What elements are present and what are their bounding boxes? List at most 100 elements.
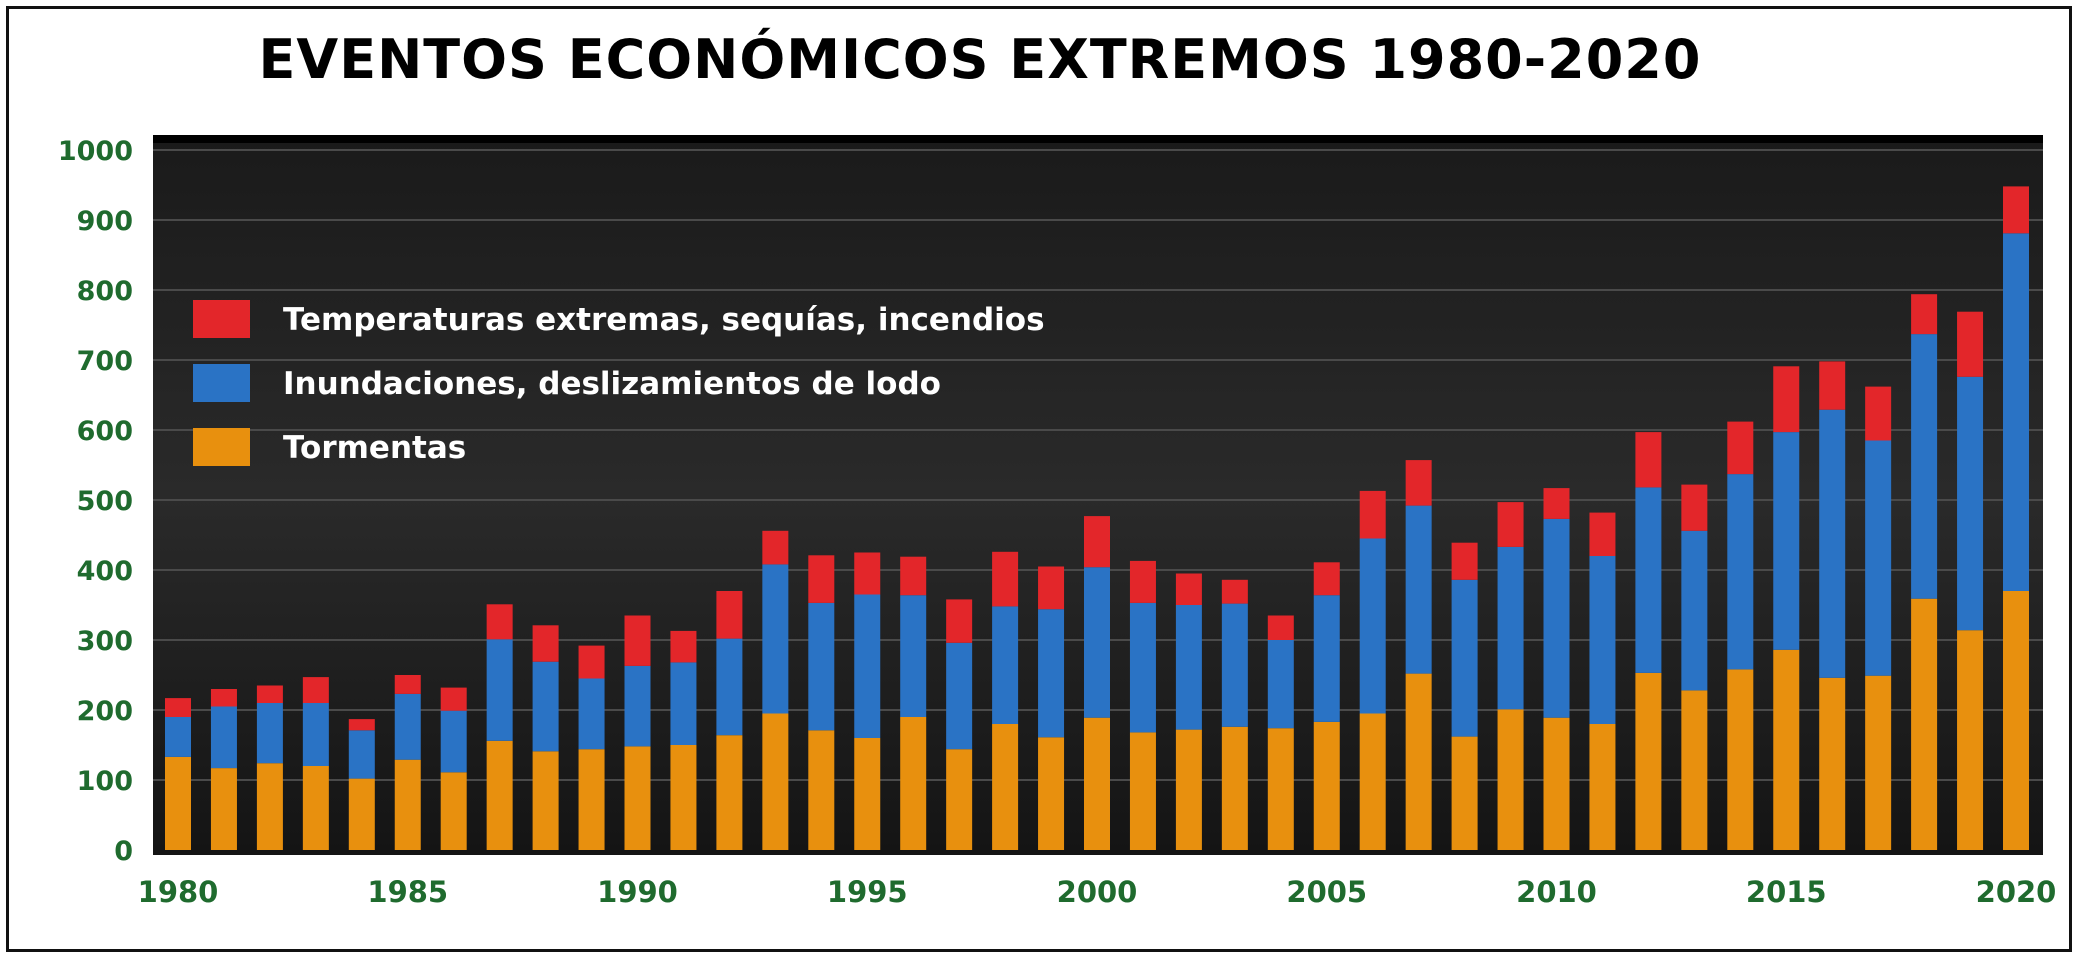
bar-segment <box>210 706 237 769</box>
bar-segment <box>1957 630 1984 850</box>
bar-segment <box>900 717 927 850</box>
y-tick-label: 0 <box>114 836 133 867</box>
bar-segment <box>1405 673 1432 850</box>
bar-segment <box>1773 649 1800 850</box>
bar-segment <box>992 551 1019 607</box>
bar-segment <box>302 703 329 766</box>
bar-segment <box>808 730 835 850</box>
bar-segment <box>1497 546 1524 710</box>
bar-segment <box>165 717 191 757</box>
bar-segment <box>348 778 375 850</box>
bar-segment <box>1451 579 1478 737</box>
bar-segment <box>716 638 743 736</box>
bar-segment <box>1129 732 1156 850</box>
bar-segment <box>1451 542 1478 580</box>
legend-label: Tormentas <box>283 430 466 466</box>
legend-swatch <box>193 300 250 338</box>
bar-segment <box>1175 729 1202 850</box>
bar-segment <box>900 556 927 596</box>
bar-segment <box>1543 518 1570 718</box>
bar-segment <box>1911 294 1938 335</box>
bar-segment <box>2003 186 2029 234</box>
bar-segment <box>1221 726 1248 850</box>
bar-segment <box>1635 672 1662 850</box>
bar-segment <box>992 606 1019 724</box>
bar-segment <box>2003 591 2029 850</box>
x-tick-label: 1980 <box>138 875 219 909</box>
bar-segment <box>1359 490 1386 539</box>
bar-segment <box>1267 640 1294 729</box>
bar-segment <box>624 746 651 850</box>
bar-segment <box>624 615 651 666</box>
bar-segment <box>1957 376 1984 631</box>
bar-segment <box>1038 609 1065 738</box>
bar-segment <box>1773 432 1800 650</box>
bar-segment <box>1865 675 1892 850</box>
bar-segment <box>440 710 467 773</box>
bar-segment <box>256 763 283 850</box>
bar-segment <box>302 766 329 850</box>
bar-segment <box>1084 717 1110 850</box>
bar-segment <box>946 749 973 850</box>
bar-segment <box>1589 512 1616 556</box>
bar-segment <box>854 552 881 595</box>
bar-segment <box>1038 566 1065 610</box>
bar-segment <box>716 591 743 639</box>
bar-segment <box>1497 709 1524 850</box>
bar-segment <box>1129 560 1156 603</box>
bar-segment <box>532 751 559 850</box>
bar-segment <box>1727 474 1754 670</box>
bar-segment <box>1727 669 1754 850</box>
bar-segment <box>1313 721 1340 850</box>
y-tick-label: 500 <box>77 486 133 517</box>
bar-segment <box>2003 233 2029 592</box>
bar-segment <box>1911 598 1938 850</box>
bar-segment <box>992 724 1019 850</box>
y-tick-label: 200 <box>77 696 133 727</box>
bar-segment <box>1084 516 1110 568</box>
legend-label: Temperaturas extremas, sequías, incendio… <box>283 302 1045 338</box>
bar-segment <box>670 630 697 663</box>
bar-segment <box>532 661 559 752</box>
bar-segment <box>1038 737 1065 850</box>
x-tick-label: 2020 <box>1976 875 2057 909</box>
bar-segment <box>1359 538 1386 714</box>
bar-segment <box>1681 690 1708 850</box>
bar-segment <box>1957 311 1984 377</box>
y-tick-label: 100 <box>77 766 133 797</box>
bar-segment <box>578 645 605 679</box>
legend-swatch <box>193 428 250 466</box>
bar-segment <box>1865 440 1892 676</box>
x-tick-label: 2015 <box>1746 875 1827 909</box>
bar-segment <box>1543 488 1570 519</box>
bar-segment <box>854 594 881 738</box>
plot-top-edge <box>153 135 2043 143</box>
bar-segment <box>440 772 467 850</box>
bar-segment <box>946 599 973 643</box>
bar-segment <box>670 662 697 745</box>
bar-segment <box>1313 595 1340 722</box>
bar-segment <box>210 768 237 850</box>
bar-segment <box>1175 605 1202 730</box>
legend-swatch <box>193 364 250 402</box>
legend: Temperaturas extremas, sequías, incendio… <box>193 300 1045 466</box>
y-tick-label: 800 <box>77 276 133 307</box>
bar-segment <box>165 698 191 717</box>
x-tick-label: 2005 <box>1286 875 1367 909</box>
y-tick-label: 600 <box>77 416 133 447</box>
bar-segment <box>670 745 697 850</box>
bar-segment <box>1635 487 1662 673</box>
bar-segment <box>624 665 651 747</box>
bar-segment <box>1451 736 1478 850</box>
bar-segment <box>578 749 605 850</box>
bar-segment <box>256 685 283 703</box>
bar-segment <box>394 759 421 850</box>
x-tick-label: 2000 <box>1057 875 1138 909</box>
bar-segment <box>532 625 559 662</box>
bar-segment <box>394 693 421 760</box>
bar-segment <box>1175 573 1202 605</box>
bar-segment <box>1589 724 1616 850</box>
bar-segment <box>1405 460 1432 506</box>
bar-segment <box>1681 484 1708 531</box>
